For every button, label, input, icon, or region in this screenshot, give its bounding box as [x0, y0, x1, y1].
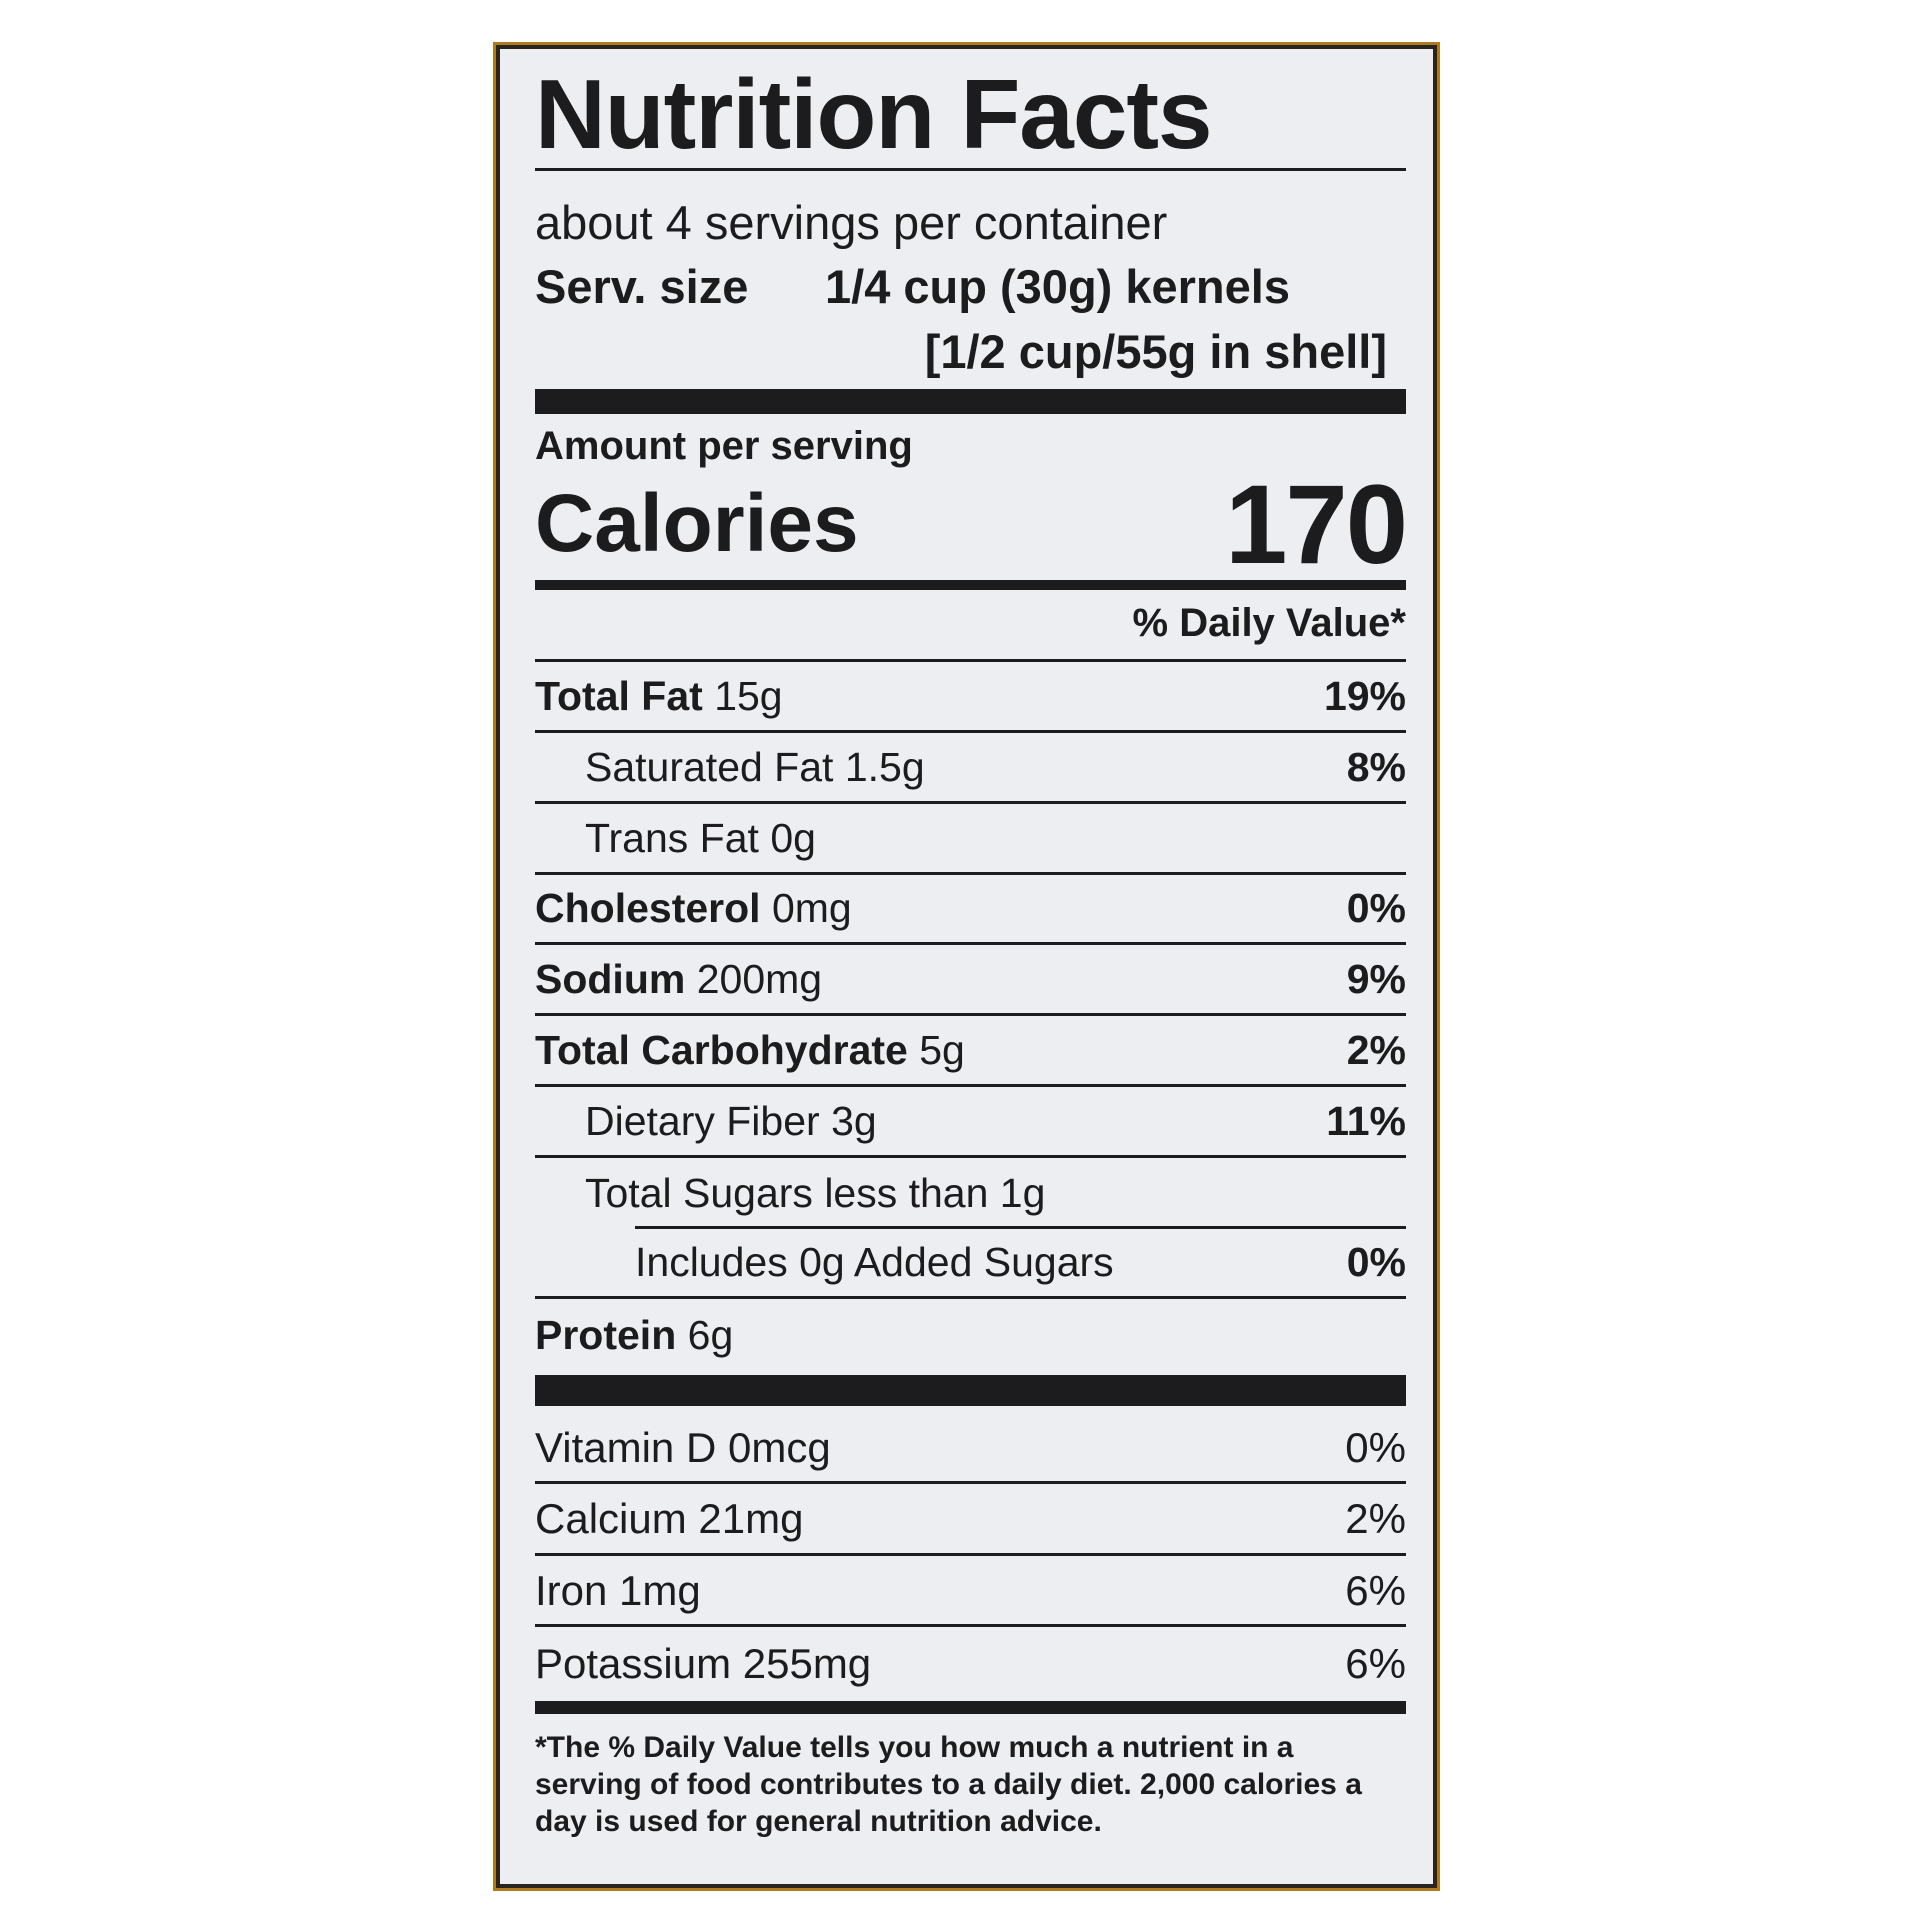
serving-size-value: 1/4 cup (30g) kernels — [825, 260, 1290, 313]
nutrient-label: Total Fat 15g — [535, 673, 783, 720]
nutrient-label: Total Carbohydrate 5g — [535, 1027, 965, 1074]
nutrient-name: Total Sugars — [585, 1170, 813, 1217]
nutrient-amount: 6g — [687, 1311, 734, 1358]
calories-row: Calories 170 — [535, 462, 1408, 587]
nutrient-daily-value: 2% — [1345, 1495, 1406, 1542]
nutrient-name: Iron — [535, 1566, 608, 1614]
serving-size: Serv. size 1/4 cup (30g) kernels — [535, 257, 1406, 317]
servings-per-container: about 4 servings per container — [535, 196, 1168, 249]
thick-divider — [535, 1375, 1406, 1406]
nutrient-amount: 255mg — [742, 1639, 872, 1687]
nutrient-name: Sodium — [535, 956, 686, 1003]
medium-divider — [535, 1701, 1406, 1714]
nutrient-row: Protein 6g — [535, 1300, 1406, 1370]
nutrient-name: Saturated Fat — [585, 743, 834, 790]
nutrient-name: Protein — [535, 1311, 677, 1358]
calories-label: Calories — [535, 478, 859, 569]
nutrient-name: Trans Fat — [585, 814, 759, 861]
nutrient-name: Total Fat — [535, 673, 703, 719]
nutrient-row: Cholesterol 0mg 0% — [535, 875, 1406, 946]
nutrient-label: Calcium 21mg — [535, 1495, 803, 1543]
nutrient-name: Total Carbohydrate — [535, 1027, 908, 1073]
nutrient-daily-value: 2% — [1346, 1027, 1406, 1073]
nutrient-name: Calcium — [535, 1495, 687, 1542]
daily-value-header: % Daily Value* — [535, 601, 1406, 662]
nutrient-amount: 200mg — [696, 956, 823, 1003]
nutrient-amount: less than 1g — [824, 1170, 1046, 1217]
nutrient-amount: 1mg — [619, 1566, 701, 1614]
nutrient-row: Potassium 255mg 6% — [535, 1629, 1406, 1699]
nutrient-label: Vitamin D 0mcg — [535, 1424, 831, 1472]
nutrient-name: Vitamin D — [535, 1423, 717, 1471]
footnote-line: serving of food contributes to a daily d… — [535, 1768, 1362, 1801]
nutrient-daily-value: 8% — [1346, 743, 1406, 790]
nutrient-row: Includes 0g Added Sugars 0% — [535, 1229, 1406, 1300]
nutrient-label: Potassium 255mg — [535, 1640, 871, 1688]
nutrient-amount: 1.5g — [844, 743, 925, 790]
nutrient-daily-value: 0% — [1346, 885, 1406, 932]
nutrient-label: Total Sugars less than 1g — [585, 1170, 1045, 1217]
medium-divider — [535, 580, 1406, 590]
serving-size-label: Serv. size — [535, 260, 749, 313]
nutrient-row: Vitamin D 0mcg 0% — [535, 1414, 1406, 1484]
nutrient-daily-value: 0% — [1346, 1239, 1406, 1286]
nutrient-name: Includes 0g Added Sugars — [635, 1239, 1114, 1286]
nutrient-amount: 15g — [714, 673, 783, 719]
footnote: *The % Daily Value tells you how much a … — [535, 1729, 1406, 1840]
footnote-line: *The % Daily Value tells you how much a … — [535, 1731, 1294, 1764]
nutrient-label: Dietary Fiber 3g — [535, 1098, 877, 1145]
nutrient-daily-value: 11% — [1326, 1097, 1406, 1144]
nutrient-name: Potassium — [535, 1639, 732, 1687]
nutrient-row: Iron 1mg 6% — [535, 1557, 1406, 1627]
nutrient-label: Sodium 200mg — [535, 956, 822, 1003]
nutrient-daily-value: 19% — [1323, 673, 1406, 719]
nutrient-amount: 3g — [831, 1097, 877, 1144]
nutrient-daily-value: 0% — [1345, 1423, 1406, 1471]
nutrient-row: Total Carbohydrate 5g 2% — [535, 1017, 1406, 1087]
nutrient-daily-value: 6% — [1345, 1566, 1406, 1614]
footnote-line: day is used for general nutrition advice… — [535, 1805, 1102, 1838]
nutrient-row: Calcium 21mg 2% — [535, 1486, 1406, 1556]
nutrient-row: Dietary Fiber 3g 11% — [535, 1088, 1406, 1158]
nutrient-daily-value: 9% — [1346, 956, 1406, 1003]
nutrient-name: Cholesterol — [535, 885, 761, 932]
nutrient-row: Trans Fat 0g — [535, 805, 1406, 875]
nutrient-amount: 0g — [770, 814, 816, 861]
divider — [535, 168, 1406, 171]
nutrient-row: Total Sugars less than 1g — [585, 1159, 1406, 1229]
nutrient-label: Iron 1mg — [535, 1567, 701, 1615]
nutrient-daily-value: 6% — [1345, 1639, 1406, 1687]
title: Nutrition Facts — [535, 59, 1212, 169]
nutrient-row: Total Fat 15g 19% — [535, 663, 1406, 733]
nutrient-amount: 0mg — [771, 885, 852, 932]
divider — [635, 1225, 1406, 1229]
nutrient-amount: 0mcg — [727, 1423, 831, 1471]
calories-value: 170 — [1225, 461, 1408, 587]
nutrient-label: Includes 0g Added Sugars — [535, 1239, 1114, 1286]
nutrient-label: Saturated Fat 1.5g — [535, 744, 925, 791]
thick-divider — [535, 389, 1406, 414]
amount-per-serving: Amount per serving — [535, 424, 913, 468]
nutrient-amount: 5g — [919, 1027, 965, 1073]
nutrient-label: Protein 6g — [535, 1312, 733, 1359]
nutrient-label: Trans Fat 0g — [535, 815, 816, 862]
nutrition-facts-label: Nutrition Facts about 4 servings per con… — [496, 45, 1437, 1888]
serving-size-alt: [1/2 cup/55g in shell] — [924, 325, 1387, 378]
nutrient-row: Sodium 200mg 9% — [535, 946, 1406, 1017]
nutrient-amount: 21mg — [698, 1495, 804, 1542]
nutrient-name: Dietary Fiber — [585, 1097, 820, 1144]
nutrient-label: Cholesterol 0mg — [535, 885, 852, 932]
nutrient-row: Saturated Fat 1.5g 8% — [535, 734, 1406, 804]
